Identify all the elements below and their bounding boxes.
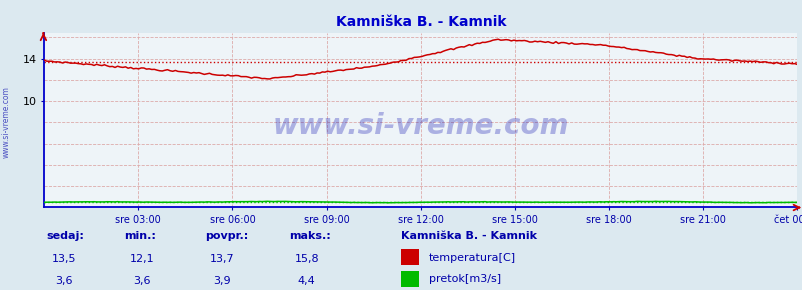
Text: sedaj:: sedaj: bbox=[47, 231, 84, 241]
Text: pretok[m3/s]: pretok[m3/s] bbox=[428, 274, 500, 284]
Text: 3,9: 3,9 bbox=[213, 276, 231, 286]
Text: povpr.:: povpr.: bbox=[205, 231, 248, 241]
Text: www.si-vreme.com: www.si-vreme.com bbox=[2, 86, 11, 158]
Text: 3,6: 3,6 bbox=[133, 276, 151, 286]
Text: min.:: min.: bbox=[124, 231, 156, 241]
Text: maks.:: maks.: bbox=[289, 231, 330, 241]
Text: 4,4: 4,4 bbox=[298, 276, 315, 286]
Text: 3,6: 3,6 bbox=[55, 276, 73, 286]
Text: 15,8: 15,8 bbox=[294, 254, 318, 264]
Title: Kamniška B. - Kamnik: Kamniška B. - Kamnik bbox=[335, 15, 505, 29]
Text: 13,5: 13,5 bbox=[52, 254, 76, 264]
Text: temperatura[C]: temperatura[C] bbox=[428, 253, 515, 263]
Text: www.si-vreme.com: www.si-vreme.com bbox=[272, 112, 569, 139]
Text: 13,7: 13,7 bbox=[210, 254, 234, 264]
Text: Kamniška B. - Kamnik: Kamniška B. - Kamnik bbox=[401, 231, 537, 241]
Text: 12,1: 12,1 bbox=[130, 254, 154, 264]
